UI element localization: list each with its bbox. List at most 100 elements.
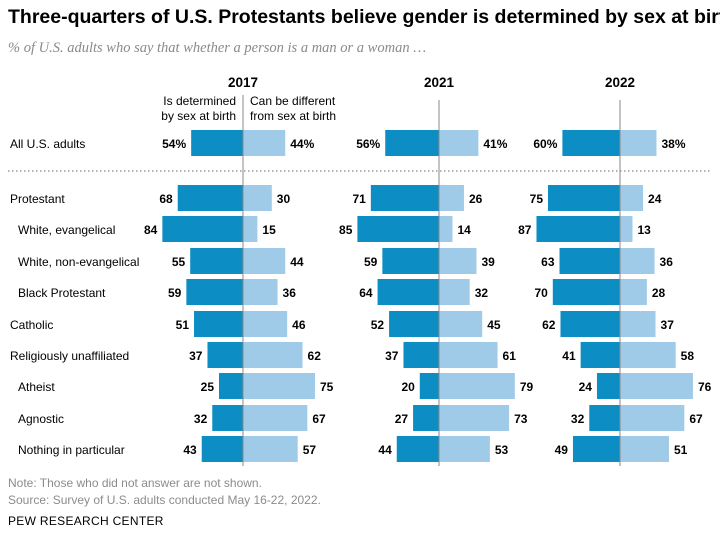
footnote: Note: Those who did not answer are not s… bbox=[8, 476, 262, 490]
legend-different-line: from sex at birth bbox=[250, 109, 336, 123]
data-label-different-2021-4: 32 bbox=[475, 286, 489, 300]
data-label-determined-2021-5: 52 bbox=[371, 318, 385, 332]
bar-determined-2022-religiously-unaffiliated bbox=[580, 342, 620, 368]
data-label-different-2022-6: 58 bbox=[681, 349, 695, 363]
bar-determined-2017-religiously-unaffiliated bbox=[207, 342, 243, 368]
bar-determined-2022-white-evangelical bbox=[536, 216, 620, 242]
bar-different-2021-all-u-s-adults bbox=[439, 130, 479, 156]
bar-determined-2021-agnostic bbox=[413, 405, 439, 431]
bar-different-2021-black-protestant bbox=[439, 279, 470, 305]
category-label-atheist: Atheist bbox=[18, 380, 55, 394]
bar-different-2022-atheist bbox=[620, 373, 693, 399]
bar-determined-2021-white-evangelical bbox=[357, 216, 439, 242]
bar-different-2021-protestant bbox=[439, 185, 464, 211]
bar-different-2017-agnostic bbox=[243, 405, 308, 431]
bar-determined-2022-all-u-s-adults bbox=[562, 130, 620, 156]
data-label-determined-2017-1: 68 bbox=[159, 192, 173, 206]
data-label-determined-2017-9: 43 bbox=[183, 443, 197, 457]
data-label-different-2022-4: 28 bbox=[652, 286, 666, 300]
bar-determined-2021-atheist bbox=[419, 373, 439, 399]
data-label-determined-2022-9: 49 bbox=[555, 443, 569, 457]
legend-different-line: Can be different bbox=[250, 94, 336, 108]
bar-determined-2017-white-evangelical bbox=[162, 216, 243, 242]
bar-determined-2017-catholic bbox=[194, 311, 243, 337]
legend-determined: Is determined by sex at birth bbox=[161, 94, 236, 123]
panel-header-2017: 2017 bbox=[228, 75, 258, 90]
data-label-determined-2021-4: 64 bbox=[359, 286, 373, 300]
bar-determined-2022-white-non-evangelical bbox=[559, 248, 620, 274]
data-label-determined-2017-8: 32 bbox=[194, 412, 208, 426]
bar-determined-2022-agnostic bbox=[589, 405, 620, 431]
bar-different-2022-agnostic bbox=[620, 405, 685, 431]
category-label-protestant: Protestant bbox=[10, 192, 65, 206]
chart-title: Three-quarters of U.S. Protestants belie… bbox=[8, 6, 720, 28]
bar-different-2017-religiously-unaffiliated bbox=[243, 342, 303, 368]
data-label-different-2017-2: 15 bbox=[262, 223, 276, 237]
category-label-white-evangelical: White, evangelical bbox=[18, 223, 115, 237]
bar-determined-2017-protestant bbox=[177, 185, 243, 211]
source-note: Source: Survey of U.S. adults conducted … bbox=[8, 493, 321, 507]
data-label-determined-2017-4: 59 bbox=[168, 286, 182, 300]
bar-different-2017-black-protestant bbox=[243, 279, 278, 305]
data-label-different-2021-9: 53 bbox=[495, 443, 509, 457]
category-label-religiously-unaffiliated: Religiously unaffiliated bbox=[10, 349, 129, 363]
data-label-different-2022-1: 24 bbox=[648, 192, 662, 206]
bar-different-2022-all-u-s-adults bbox=[620, 130, 657, 156]
data-label-determined-2021-9: 44 bbox=[378, 443, 392, 457]
category-label-white-non-evangelical: White, non-evangelical bbox=[18, 255, 139, 269]
data-label-different-2022-8: 67 bbox=[689, 412, 703, 426]
legend-determined-line: by sex at birth bbox=[161, 109, 236, 123]
chart-subtitle: % of U.S. adults who say that whether a … bbox=[8, 40, 427, 56]
data-label-determined-2022-0: 60% bbox=[533, 137, 557, 151]
data-label-determined-2021-7: 20 bbox=[401, 380, 415, 394]
organization-credit: PEW RESEARCH CENTER bbox=[8, 514, 164, 528]
data-label-determined-2017-2: 84 bbox=[144, 223, 158, 237]
diverging-bar-chart: All U.S. adults Protestant White, evangeli… bbox=[8, 75, 712, 466]
data-label-different-2022-0: 38% bbox=[661, 137, 685, 151]
bar-different-2017-nothing-in-particular bbox=[243, 436, 298, 462]
data-label-determined-2021-1: 71 bbox=[352, 192, 366, 206]
data-label-different-2021-8: 73 bbox=[514, 412, 528, 426]
bar-determined-2021-black-protestant bbox=[377, 279, 439, 305]
bar-determined-2022-catholic bbox=[560, 311, 620, 337]
data-label-determined-2022-4: 70 bbox=[534, 286, 548, 300]
bar-different-2017-all-u-s-adults bbox=[243, 130, 286, 156]
bar-determined-2022-nothing-in-particular bbox=[572, 436, 620, 462]
bar-different-2022-nothing-in-particular bbox=[620, 436, 669, 462]
data-label-determined-2021-2: 85 bbox=[339, 223, 353, 237]
data-label-determined-2022-7: 24 bbox=[579, 380, 593, 394]
bar-different-2017-atheist bbox=[243, 373, 315, 399]
category-label-black-protestant: Black Protestant bbox=[18, 286, 106, 300]
bar-determined-2017-black-protestant bbox=[186, 279, 243, 305]
data-label-different-2021-0: 41% bbox=[483, 137, 507, 151]
data-label-different-2021-7: 79 bbox=[520, 380, 534, 394]
data-label-different-2017-7: 75 bbox=[320, 380, 334, 394]
bar-different-2021-agnostic bbox=[439, 405, 510, 431]
panel-header-2021: 2021 bbox=[424, 75, 455, 90]
data-label-different-2021-1: 26 bbox=[469, 192, 483, 206]
bar-different-2017-white-non-evangelical bbox=[243, 248, 286, 274]
data-label-determined-2022-6: 41 bbox=[562, 349, 576, 363]
bar-determined-2017-agnostic bbox=[212, 405, 243, 431]
data-label-determined-2021-6: 37 bbox=[385, 349, 399, 363]
data-label-different-2022-5: 37 bbox=[661, 318, 675, 332]
bar-determined-2021-religiously-unaffiliated bbox=[403, 342, 439, 368]
data-label-determined-2022-5: 62 bbox=[542, 318, 556, 332]
data-label-determined-2022-2: 87 bbox=[518, 223, 532, 237]
bar-different-2022-religiously-unaffiliated bbox=[620, 342, 676, 368]
bar-determined-2022-black-protestant bbox=[552, 279, 620, 305]
data-label-determined-2017-0: 54% bbox=[162, 137, 186, 151]
bar-determined-2021-protestant bbox=[370, 185, 439, 211]
data-label-different-2017-4: 36 bbox=[283, 286, 297, 300]
data-label-different-2021-6: 61 bbox=[503, 349, 517, 363]
data-label-determined-2022-8: 32 bbox=[571, 412, 585, 426]
bar-determined-2017-white-non-evangelical bbox=[190, 248, 243, 274]
data-label-different-2021-3: 39 bbox=[481, 255, 495, 269]
data-label-different-2022-7: 76 bbox=[698, 380, 712, 394]
category-label-catholic: Catholic bbox=[10, 318, 53, 332]
bar-determined-2021-catholic bbox=[389, 311, 439, 337]
data-label-different-2022-3: 36 bbox=[660, 255, 674, 269]
bar-different-2022-white-evangelical bbox=[620, 216, 633, 242]
category-label-agnostic: Agnostic bbox=[18, 412, 64, 426]
bar-determined-2021-nothing-in-particular bbox=[396, 436, 439, 462]
